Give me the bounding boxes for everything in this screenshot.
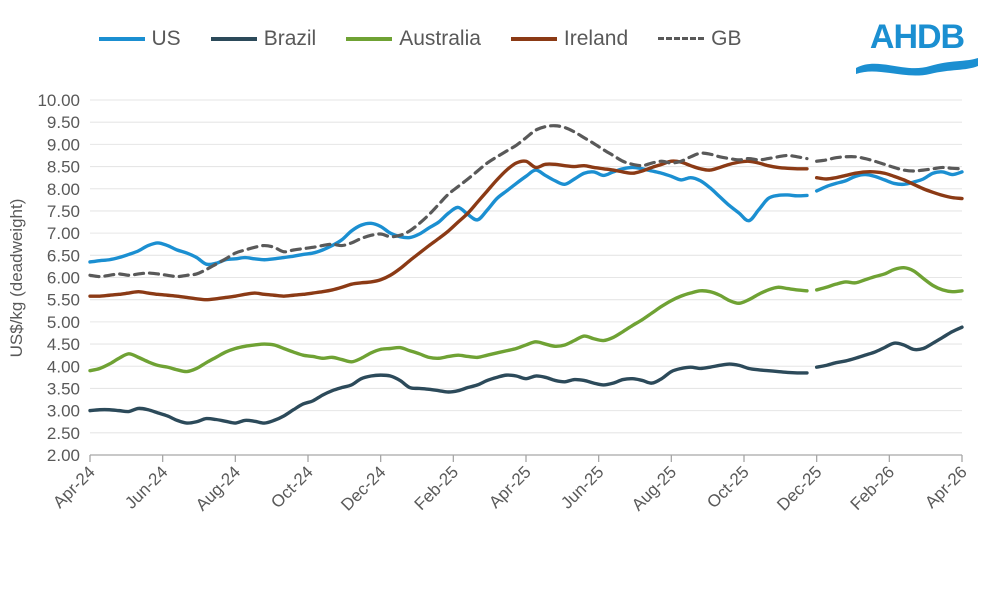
y-tick-label: 7.50 bbox=[47, 202, 80, 221]
x-tick-label: Jun-24 bbox=[121, 462, 171, 512]
y-tick-label: 8.50 bbox=[47, 158, 80, 177]
legend-label: Ireland bbox=[563, 27, 629, 50]
x-tick-label: Apr-24 bbox=[49, 462, 99, 512]
y-tick-label: 5.00 bbox=[47, 313, 80, 332]
y-tick-label: 6.00 bbox=[47, 269, 80, 288]
series-line-australia-seg2 bbox=[814, 266, 964, 294]
legend-label: Australia bbox=[399, 27, 481, 50]
legend-label: GB bbox=[711, 27, 742, 50]
legend-label: US bbox=[151, 27, 181, 50]
series-line-gb-seg2 bbox=[815, 155, 964, 173]
legend-item-brazil[interactable]: Brazil bbox=[210, 27, 317, 50]
y-tick-label: 8.00 bbox=[47, 180, 80, 199]
series-line-ireland-seg1 bbox=[88, 159, 809, 302]
ahdb-logo: AHDB bbox=[852, 20, 982, 78]
y-tick-label: 3.00 bbox=[47, 402, 80, 421]
series-line-brazil-seg1 bbox=[88, 362, 809, 425]
x-tick-label: Dec-25 bbox=[773, 462, 825, 514]
x-tick-label: Oct-24 bbox=[267, 462, 317, 512]
y-tick-label: 7.00 bbox=[47, 224, 80, 243]
series-line-gb-seg1 bbox=[88, 124, 809, 279]
x-tick-label: Aug-24 bbox=[192, 462, 244, 514]
y-axis-title: US$/kg (deadweight) bbox=[7, 199, 26, 358]
legend-item-australia[interactable]: Australia bbox=[346, 28, 481, 49]
y-axis-labels: 10.00 9.50 9.00 8.50 8.00 7.50 7.00 6.50 6.00 5.5… bbox=[37, 91, 80, 465]
line-swatch-icon bbox=[346, 36, 393, 41]
legend-item-us[interactable]: US bbox=[98, 27, 181, 50]
y-tick-label: 5.50 bbox=[47, 291, 80, 310]
x-tick-label: Feb-26 bbox=[847, 462, 899, 514]
series-line-australia-seg1 bbox=[88, 285, 809, 374]
chart-legend: US Brazil Australia Ireland GB bbox=[0, 28, 840, 49]
series-line-us-seg2 bbox=[814, 170, 964, 193]
legend-label: Brazil bbox=[263, 27, 317, 50]
line-swatch-icon bbox=[98, 36, 145, 41]
x-tick-label: Oct-25 bbox=[703, 462, 753, 512]
legend-item-ireland[interactable]: Ireland bbox=[510, 27, 629, 50]
ahdb-logo-text: AHDB bbox=[869, 18, 965, 56]
x-axis-labels: Apr-24 Jun-24 Aug-24 Oct-24 Dec-24 Feb-25 Apr-… bbox=[49, 462, 971, 514]
series-line-brazil-seg2 bbox=[814, 325, 964, 369]
x-axis bbox=[89, 454, 963, 462]
series-line-us-seg1 bbox=[88, 165, 809, 267]
x-tick-label: Aug-25 bbox=[628, 462, 680, 514]
x-tick-label: Apr-26 bbox=[921, 462, 971, 512]
y-tick-label: 4.00 bbox=[47, 357, 80, 376]
gridlines bbox=[90, 99, 962, 456]
y-tick-label: 3.50 bbox=[47, 379, 80, 398]
x-tick-label: Dec-24 bbox=[337, 462, 389, 514]
line-swatch-dashed-icon bbox=[658, 37, 705, 40]
line-swatch-icon bbox=[210, 36, 257, 41]
data-series bbox=[88, 124, 964, 425]
line-swatch-icon bbox=[510, 36, 557, 41]
y-tick-label: 9.00 bbox=[47, 135, 80, 154]
series-line-ireland-seg2 bbox=[814, 170, 964, 201]
x-tick-label: Jun-25 bbox=[557, 462, 607, 512]
y-tick-label: 4.50 bbox=[47, 335, 80, 354]
y-tick-label: 6.50 bbox=[47, 246, 80, 265]
y-tick-label: 9.50 bbox=[47, 113, 80, 132]
legend-item-gb[interactable]: GB bbox=[658, 28, 741, 49]
wave-icon bbox=[856, 58, 978, 76]
x-tick-label: Feb-25 bbox=[411, 462, 463, 514]
y-tick-label: 2.00 bbox=[47, 446, 80, 465]
y-tick-label: 10.00 bbox=[37, 91, 80, 110]
x-tick-label: Apr-25 bbox=[485, 462, 535, 512]
y-tick-label: 2.50 bbox=[47, 424, 80, 443]
